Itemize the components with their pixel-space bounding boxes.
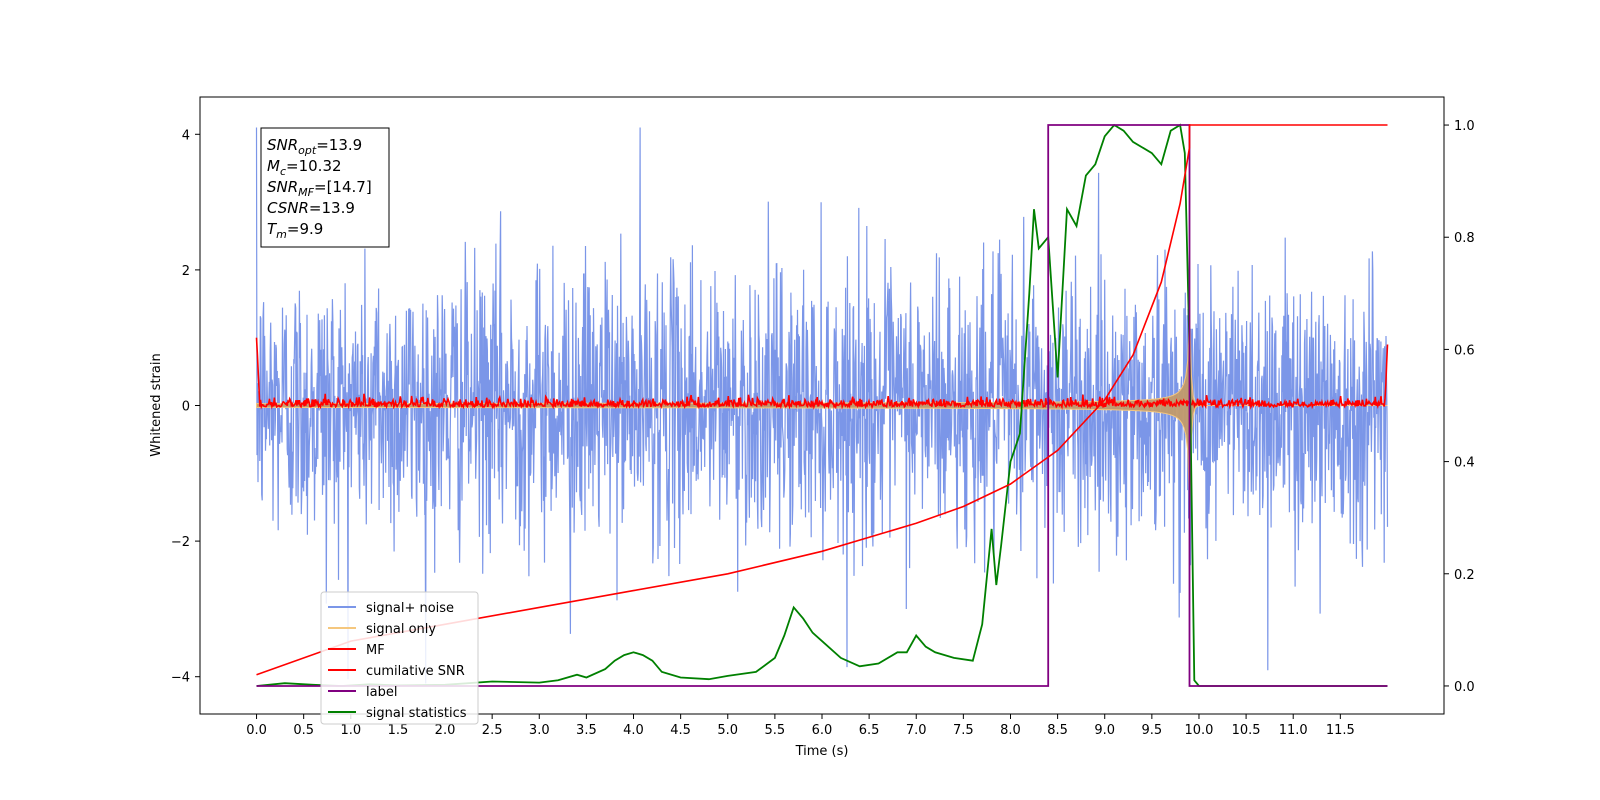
legend-label: MF (366, 643, 385, 658)
series-label (256, 124, 1388, 687)
x-tick-label: 0.5 (293, 723, 314, 738)
y2-tick-label: 0.4 (1454, 456, 1475, 471)
series-cumilative-snr (256, 124, 1388, 676)
x-tick-label: 1.5 (388, 723, 409, 738)
legend-label: label (366, 685, 397, 700)
x-tick-label: 11.0 (1279, 723, 1308, 738)
x-tick-label: 10.5 (1232, 723, 1261, 738)
info-line: SNRMF=[14.7] (267, 178, 372, 199)
x-tick-label: 5.5 (765, 723, 786, 738)
x-tick-label: 9.0 (1094, 723, 1115, 738)
info-line: SNRopt=13.9 (267, 136, 362, 157)
info-box: SNRopt=13.9Mc=10.32SNRMF=[14.7]CSNR=13.9… (260, 127, 390, 248)
y-tick-label: −2 (171, 535, 190, 550)
series-signal-noise (255, 127, 1389, 684)
x-tick-label: 6.0 (812, 723, 833, 738)
x-tick-label: 4.0 (623, 723, 644, 738)
y-axis-label: Whitened strain (149, 353, 164, 456)
y-tick-label: 4 (182, 128, 190, 143)
series-signal-statistics (256, 123, 1388, 687)
y-tick-label: 0 (182, 400, 190, 415)
x-tick-label: 5.0 (717, 723, 738, 738)
x-tick-label: 10.0 (1184, 723, 1213, 738)
x-tick-label: 3.5 (576, 723, 597, 738)
y2-tick-label: 0.0 (1454, 680, 1475, 695)
legend-label: signal statistics (366, 706, 467, 721)
y2-tick-label: 0.6 (1454, 343, 1475, 358)
legend-label: cumilative SNR (366, 664, 465, 679)
info-line: Tm=9.9 (267, 220, 323, 241)
x-tick-label: 9.5 (1142, 723, 1163, 738)
x-tick-label: 6.5 (859, 723, 880, 738)
y2-tick-label: 1.0 (1454, 119, 1475, 134)
x-tick-label: 0.0 (246, 723, 267, 738)
y2-tick-label: 0.2 (1454, 568, 1475, 583)
x-tick-label: 4.5 (670, 723, 691, 738)
x-axis-label: Time (s) (795, 744, 849, 759)
x-tick-label: 3.0 (529, 723, 550, 738)
legend-label: signal only (366, 622, 436, 637)
x-tick-label: 8.0 (1000, 723, 1021, 738)
x-tick-label: 8.5 (1047, 723, 1068, 738)
info-line: CSNR=13.9 (267, 199, 355, 217)
legend-label: signal+ noise (366, 601, 454, 616)
x-tick-label: 2.5 (482, 723, 503, 738)
info-line: Mc=10.32 (267, 157, 342, 178)
x-tick-label: 7.5 (953, 723, 974, 738)
y-tick-label: 2 (182, 264, 190, 279)
x-tick-label: 2.0 (435, 723, 456, 738)
y2-tick-label: 0.8 (1454, 231, 1475, 246)
x-tick-label: 7.0 (906, 723, 927, 738)
x-tick-label: 11.5 (1326, 723, 1355, 738)
y-tick-label: −4 (171, 671, 190, 686)
series-mf (255, 337, 1389, 410)
legend: signal+ noise signal only MF cumilative SNR… (320, 591, 479, 725)
x-tick-label: 1.0 (340, 723, 361, 738)
